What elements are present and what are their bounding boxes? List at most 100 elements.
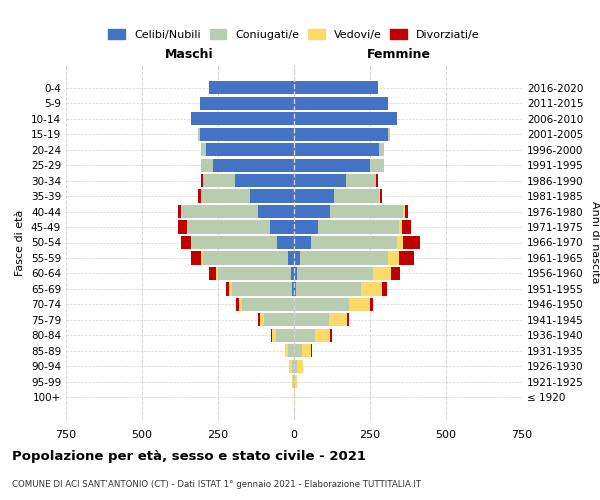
Bar [334, 190, 379, 202]
Bar [232, 282, 292, 296]
Bar [300, 252, 388, 264]
Bar [276, 329, 294, 342]
Text: Femmine: Femmine [367, 48, 431, 62]
Bar [239, 298, 242, 311]
Bar [294, 329, 315, 342]
Bar [376, 174, 377, 187]
Bar [361, 282, 382, 296]
Bar [260, 314, 263, 326]
Bar [297, 267, 373, 280]
Text: COMUNE DI ACI SANT'ANTONIO (CT) - Dati ISTAT 1° gennaio 2021 - Elaborazione TUTT: COMUNE DI ACI SANT'ANTONIO (CT) - Dati I… [12, 480, 421, 489]
Bar [329, 314, 347, 326]
Bar [181, 236, 191, 249]
Bar [292, 375, 293, 388]
Bar [192, 236, 277, 249]
Bar [403, 205, 405, 218]
Bar [382, 282, 387, 296]
Bar [229, 282, 232, 296]
Bar [294, 174, 346, 187]
Bar [347, 314, 349, 326]
Text: Popolazione per età, sesso e stato civile - 2021: Popolazione per età, sesso e stato civil… [12, 450, 366, 463]
Bar [218, 267, 291, 280]
Bar [235, 174, 294, 187]
Bar [295, 375, 297, 388]
Bar [294, 236, 311, 249]
Bar [294, 96, 388, 110]
Bar [302, 344, 311, 358]
Bar [379, 190, 380, 202]
Bar [388, 252, 399, 264]
Bar [294, 360, 297, 373]
Bar [294, 143, 379, 156]
Bar [200, 128, 294, 140]
Bar [373, 267, 391, 280]
Bar [294, 158, 370, 172]
Bar [201, 174, 203, 187]
Bar [370, 158, 383, 172]
Bar [269, 220, 294, 234]
Bar [319, 220, 399, 234]
Bar [201, 252, 203, 264]
Bar [399, 252, 414, 264]
Bar [214, 158, 294, 172]
Bar [294, 112, 397, 126]
Bar [294, 252, 300, 264]
Bar [242, 298, 294, 311]
Legend: Celibi/Nubili, Coniugati/e, Vedovi/e, Divorziati/e: Celibi/Nubili, Coniugati/e, Vedovi/e, Di… [104, 24, 484, 44]
Bar [288, 344, 294, 358]
Bar [294, 375, 295, 388]
Bar [206, 143, 294, 156]
Bar [331, 205, 403, 218]
Bar [405, 205, 408, 218]
Bar [181, 205, 182, 218]
Bar [236, 298, 239, 311]
Bar [349, 298, 370, 311]
Bar [379, 143, 383, 156]
Bar [209, 81, 294, 94]
Bar [397, 236, 403, 249]
Bar [191, 252, 201, 264]
Bar [331, 329, 332, 342]
Bar [259, 314, 260, 326]
Bar [292, 282, 294, 296]
Bar [257, 205, 294, 218]
Bar [191, 112, 294, 126]
Bar [198, 190, 201, 202]
Text: Maschi: Maschi [165, 48, 214, 62]
Bar [294, 128, 388, 140]
Bar [178, 205, 181, 218]
Bar [178, 220, 187, 234]
Bar [201, 190, 250, 202]
Bar [391, 267, 400, 280]
Bar [294, 267, 297, 280]
Bar [198, 128, 200, 140]
Bar [315, 329, 331, 342]
Bar [200, 96, 294, 110]
Bar [302, 360, 303, 373]
Bar [191, 236, 192, 249]
Bar [370, 298, 373, 311]
Y-axis label: Anni di nascita: Anni di nascita [590, 201, 600, 284]
Bar [294, 81, 377, 94]
Bar [346, 174, 376, 187]
Bar [188, 220, 269, 234]
Bar [380, 190, 382, 202]
Bar [203, 174, 235, 187]
Bar [294, 314, 329, 326]
Bar [209, 267, 217, 280]
Bar [201, 143, 206, 156]
Bar [402, 220, 411, 234]
Bar [263, 314, 294, 326]
Bar [292, 360, 294, 373]
Bar [285, 344, 288, 358]
Bar [187, 220, 188, 234]
Bar [203, 252, 288, 264]
Bar [250, 190, 294, 202]
Bar [217, 267, 218, 280]
Bar [271, 329, 272, 342]
Bar [403, 236, 420, 249]
Bar [297, 360, 302, 373]
Bar [288, 252, 294, 264]
Bar [294, 220, 319, 234]
Y-axis label: Fasce di età: Fasce di età [16, 210, 25, 276]
